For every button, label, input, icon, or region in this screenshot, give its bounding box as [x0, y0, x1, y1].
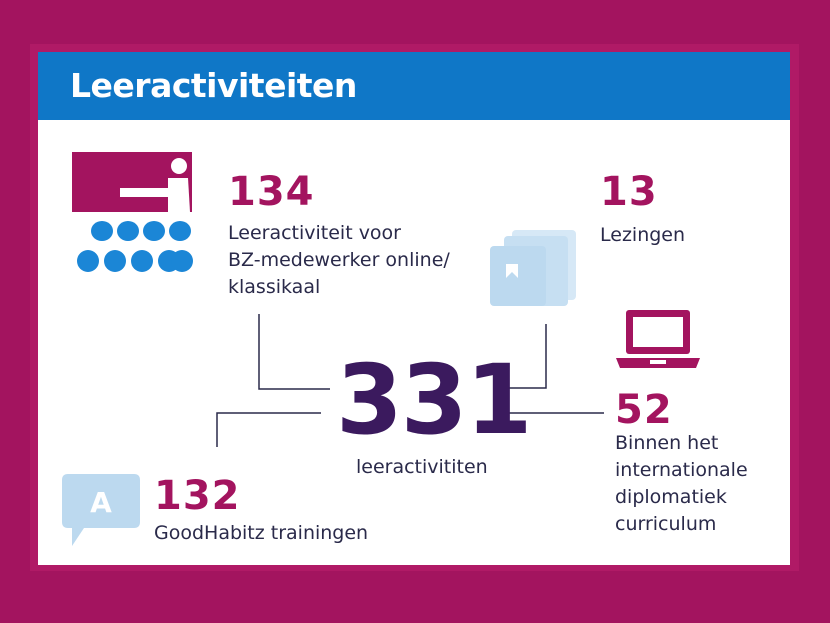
books-icon: [490, 230, 576, 306]
laptop-icon: [616, 310, 700, 368]
infographic-card: Leeractiviteiten 134 Leeractiviteit voor…: [38, 52, 790, 565]
value-online-classroom: 134: [228, 169, 315, 215]
classroom-icon: [72, 152, 193, 272]
value-diplomatiek: 52: [615, 387, 673, 433]
value-lezingen: 13: [600, 169, 658, 215]
speech-bubble-icon: A: [62, 474, 140, 546]
page-title: Leeractiviteiten: [70, 66, 357, 105]
label-goodhabitz: GoodHabitz trainingen: [154, 522, 369, 544]
svg-text:A: A: [90, 486, 112, 519]
header-bar: Leeractiviteiten: [38, 52, 790, 120]
value-goodhabitz: 132: [154, 473, 241, 519]
total-value: 331: [336, 344, 532, 456]
label-lezingen: Lezingen: [600, 224, 686, 246]
total-label: leeractivititen: [356, 456, 488, 478]
label-diplomatiek: Binnen het internationale diplomatiek cu…: [615, 432, 748, 535]
label-online-classroom: Leeractiviteit voor BZ-medewerker online…: [228, 222, 450, 298]
connector-lines: [216, 314, 604, 447]
